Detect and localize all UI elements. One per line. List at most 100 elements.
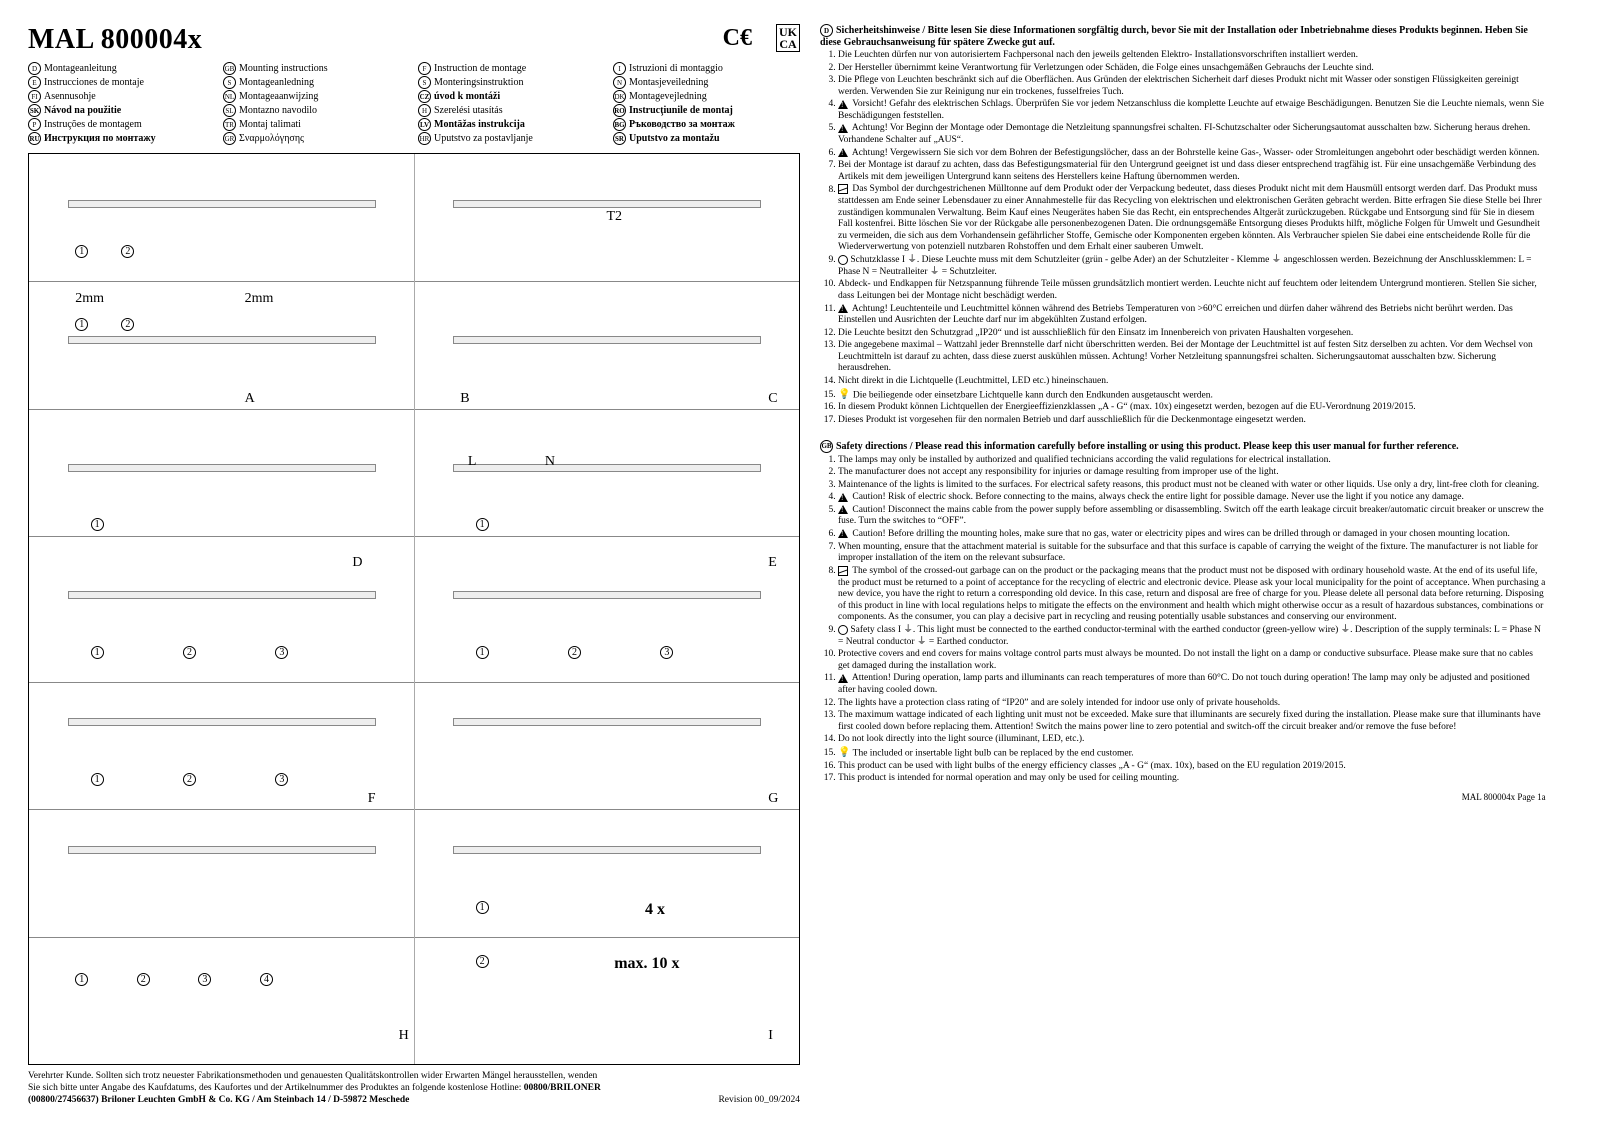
instruction-text: Dieses Produkt ist vorgesehen für den no… [838, 415, 1306, 425]
diagram-letter: C [768, 391, 777, 407]
lang-badge: S [223, 76, 236, 89]
language-item: DMontageanleitung [28, 62, 215, 75]
diagram-letter: E [768, 555, 777, 571]
diagram-letter: B [460, 391, 469, 407]
dim-label: 2mm [75, 291, 104, 307]
lang-badge: P [28, 118, 41, 131]
lang-label: úvod k montáži [434, 91, 500, 102]
instruction-item: The maximum wattage indicated of each li… [838, 710, 1546, 733]
lang-badge: E [28, 76, 41, 89]
warning-icon [838, 493, 848, 502]
lang-badge: NL [223, 90, 236, 103]
instruction-text: Do not look directly into the light sour… [838, 734, 1084, 744]
instruction-text: Das Symbol der durchgestrichenen Müllton… [838, 185, 1542, 253]
lang-badge: H [418, 104, 431, 117]
language-item: GRΣναρμολόγησης [223, 132, 410, 145]
instruction-item: When mounting, ensure that the attachmen… [838, 542, 1546, 565]
max-label: max. 10 x [614, 955, 679, 973]
language-item: RUИнструкция по монтажу [28, 132, 215, 145]
lang-label: Szerelési utasítás [434, 105, 503, 116]
instruction-item: Die Leuchte besitzt den Schutzgrad „IP20… [838, 328, 1546, 340]
lang-label: Montageaanwijzing [239, 91, 318, 102]
instruction-text: Die Pflege von Leuchten beschränkt sich … [838, 75, 1519, 97]
bulb-icon: 💡 [838, 747, 850, 758]
lang-badge: GR [223, 132, 236, 145]
instruction-item: Attention! During operation, lamp parts … [838, 673, 1546, 696]
instruction-text: Die Leuchten dürfen nur von autorisierte… [838, 50, 1358, 60]
instruction-text: Die angegebene maximal – Wattzahl jeder … [838, 340, 1533, 373]
warning-icon [838, 674, 848, 683]
language-item: CZúvod k montáži [418, 90, 605, 103]
footer-line: Verehrter Kunde. Sollten sich trotz neue… [28, 1071, 800, 1083]
lang-label: Instruction de montage [434, 63, 526, 74]
language-item: NMontasjeveiledning [613, 76, 800, 89]
instruction-text: The lamps may only be installed by autho… [838, 455, 1331, 465]
lang-badge: DK [613, 90, 626, 103]
instruction-item: Die Leuchten dürfen nur von autorisierte… [838, 50, 1546, 62]
language-item: FInstruction de montage [418, 62, 605, 75]
diagram-letter: F [368, 791, 376, 807]
warning-icon [838, 304, 848, 313]
warning-icon [838, 529, 848, 538]
diagram-letter: T2 [607, 209, 623, 225]
compliance-marks: C€ UK CA [723, 24, 800, 52]
language-item: TRMontaj talimati [223, 118, 410, 131]
language-item: SKNávod na použitie [28, 104, 215, 117]
lang-label: Montasjeveiledning [629, 77, 708, 88]
lang-badge: LV [418, 118, 431, 131]
language-item: GBMounting instructions [223, 62, 410, 75]
ce-mark: C€ [723, 25, 752, 52]
lang-label: Montageanledning [239, 77, 314, 88]
diagram-letter: D [352, 555, 362, 571]
earth-icon [838, 625, 848, 635]
left-footer: Verehrter Kunde. Sollten sich trotz neue… [28, 1071, 800, 1107]
instruction-text: Die beiliegende oder einsetzbare Lichtqu… [850, 390, 1212, 400]
warning-icon [838, 124, 848, 133]
lang-label: Asennusohje [44, 91, 96, 102]
assembly-diagram: 2mm 2mm A B C D E F G H I L N T2 1 2 1 2… [28, 153, 800, 1065]
instruction-text: When mounting, ensure that the attachmen… [838, 542, 1538, 564]
lang-label: Instrucţiunile de montaj [629, 105, 733, 116]
instruction-item: Caution! Before drilling the mounting ho… [838, 529, 1546, 541]
instruction-text: Die Leuchte besitzt den Schutzgrad „IP20… [838, 328, 1353, 338]
diagram-letter: G [768, 791, 778, 807]
lang-label: Montaj talimati [239, 119, 301, 130]
instruction-text: Achtung! Vor Beginn der Montage oder Dem… [838, 123, 1530, 145]
dim-label: 2mm [245, 291, 274, 307]
lang-badge: SL [223, 104, 236, 117]
language-item: PInstruções de montagem [28, 118, 215, 131]
lang-label: Uputstvo za montažu [629, 133, 720, 144]
instruction-item: Abdeck- und Endkappen für Netzspannung f… [838, 279, 1546, 302]
instruction-item: Schutzklasse I ⏚. Diese Leuchte muss mit… [838, 255, 1546, 278]
lang-badge: SR [613, 132, 626, 145]
right-footer: MAL 800004x Page 1a [820, 792, 1546, 802]
instruction-item: The manufacturer does not accept any res… [838, 467, 1546, 479]
instruction-text: The symbol of the crossed-out garbage ca… [838, 566, 1545, 622]
language-item: DKMontagevejledning [613, 90, 800, 103]
diagram-letter: A [245, 391, 255, 407]
english-section-heading: GBSafety directions / Please read this i… [820, 440, 1546, 453]
instruction-text: Caution! Before drilling the mounting ho… [850, 529, 1510, 539]
instruction-text: The included or insertable light bulb ca… [850, 748, 1133, 758]
instruction-text: Achtung! Leuchtenteile und Leuchtmittel … [838, 304, 1513, 326]
instruction-text: Caution! Disconnect the mains cable from… [838, 505, 1544, 527]
header: MAL 800004x C€ UK CA [28, 24, 800, 56]
warning-icon [838, 148, 848, 157]
instruction-item: In diesem Produkt können Lichtquellen de… [838, 402, 1546, 414]
language-item: EInstrucciones de montaje [28, 76, 215, 89]
instruction-item: Achtung! Leuchtenteile und Leuchtmittel … [838, 304, 1546, 327]
lang-badge: CZ [418, 90, 431, 103]
instruction-item: Dieses Produkt ist vorgesehen für den no… [838, 415, 1546, 427]
instruction-text: Achtung! Vergewissern Sie sich vor dem B… [850, 148, 1539, 158]
instruction-text: Caution! Risk of electric shock. Before … [850, 492, 1464, 502]
instruction-text: This product is intended for normal oper… [838, 773, 1179, 783]
language-item: SRUputstvo za montažu [613, 132, 800, 145]
instruction-item: Safety class I ⏚. This light must be con… [838, 625, 1546, 648]
language-item: HRUputstvo za postavljanje [418, 132, 605, 145]
instruction-text: The lights have a protection class ratin… [838, 698, 1280, 708]
instruction-text: Schutzklasse I ⏚. Diese Leuchte muss mit… [838, 255, 1532, 277]
language-item: NLMontageaanwijzing [223, 90, 410, 103]
instruction-text: Bei der Montage ist darauf zu achten, da… [838, 160, 1536, 182]
instruction-item: Achtung! Vor Beginn der Montage oder Dem… [838, 123, 1546, 146]
lang-badge: FI [28, 90, 41, 103]
